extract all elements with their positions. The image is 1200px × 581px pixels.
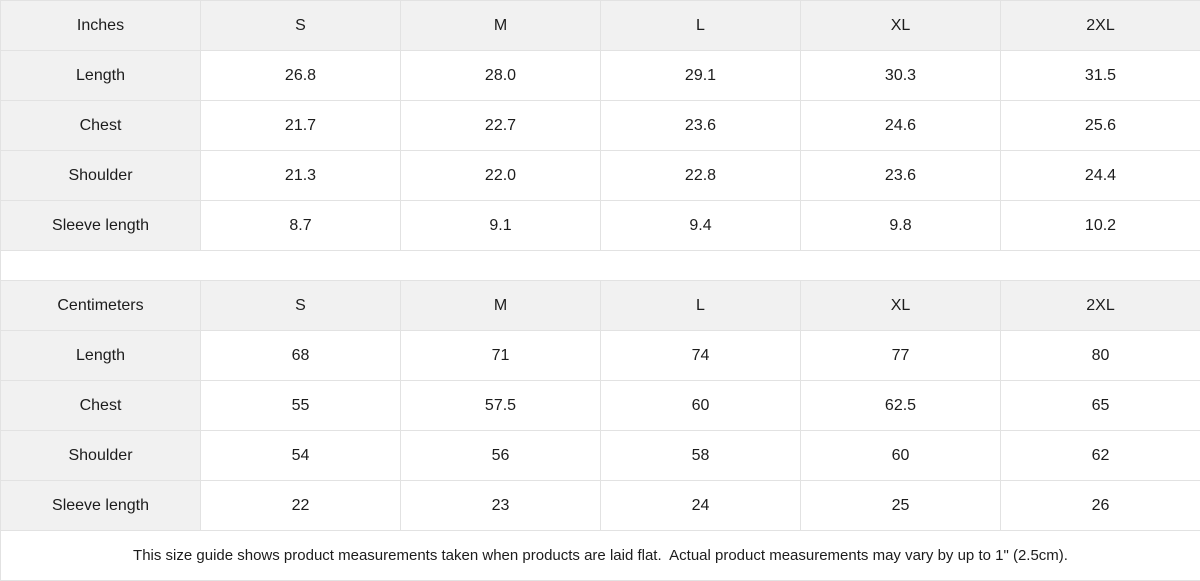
- inches-shoulder-m: 22.0: [401, 151, 601, 201]
- inches-shoulder-xl: 23.6: [801, 151, 1001, 201]
- inches-sleeve-length-2xl: 10.2: [1001, 201, 1200, 251]
- centimeters-shoulder-l: 58: [601, 431, 801, 481]
- inches-unit-label: Inches: [1, 1, 201, 51]
- inches-row-label-chest: Chest: [1, 101, 201, 151]
- table-row: Chest 55 57.5 60 62.5 65: [1, 381, 1200, 431]
- centimeters-size-header-xl: XL: [801, 281, 1001, 331]
- inches-row-label-shoulder: Shoulder: [1, 151, 201, 201]
- inches-shoulder-2xl: 24.4: [1001, 151, 1200, 201]
- inches-length-2xl: 31.5: [1001, 51, 1200, 101]
- centimeters-sleeve-length-2xl: 26: [1001, 481, 1200, 531]
- table-row: Sleeve length 22 23 24 25 26: [1, 481, 1200, 531]
- table-row: Shoulder 54 56 58 60 62: [1, 431, 1200, 481]
- centimeters-unit-label: Centimeters: [1, 281, 201, 331]
- centimeters-row-label-shoulder: Shoulder: [1, 431, 201, 481]
- size-guide-footnote: This size guide shows product measuremen…: [1, 531, 1200, 581]
- centimeters-length-l: 74: [601, 331, 801, 381]
- inches-sleeve-length-s: 8.7: [201, 201, 401, 251]
- inches-size-header-l: L: [601, 1, 801, 51]
- inches-length-s: 26.8: [201, 51, 401, 101]
- inches-chest-l: 23.6: [601, 101, 801, 151]
- centimeters-chest-2xl: 65: [1001, 381, 1200, 431]
- table-row: Shoulder 21.3 22.0 22.8 23.6 24.4: [1, 151, 1200, 201]
- inches-chest-s: 21.7: [201, 101, 401, 151]
- inches-chest-m: 22.7: [401, 101, 601, 151]
- centimeters-row-label-sleeve-length: Sleeve length: [1, 481, 201, 531]
- inches-length-m: 28.0: [401, 51, 601, 101]
- inches-length-l: 29.1: [601, 51, 801, 101]
- inches-size-header-s: S: [201, 1, 401, 51]
- inches-length-xl: 30.3: [801, 51, 1001, 101]
- centimeters-chest-xl: 62.5: [801, 381, 1001, 431]
- centimeters-sleeve-length-s: 22: [201, 481, 401, 531]
- table-row: Sleeve length 8.7 9.1 9.4 9.8 10.2: [1, 201, 1200, 251]
- inches-sleeve-length-m: 9.1: [401, 201, 601, 251]
- centimeters-length-m: 71: [401, 331, 601, 381]
- centimeters-sleeve-length-m: 23: [401, 481, 601, 531]
- centimeters-sleeve-length-l: 24: [601, 481, 801, 531]
- centimeters-chest-s: 55: [201, 381, 401, 431]
- inches-shoulder-s: 21.3: [201, 151, 401, 201]
- centimeters-size-header-m: M: [401, 281, 601, 331]
- inches-header-row: Inches S M L XL 2XL: [1, 1, 1200, 51]
- centimeters-row-label-chest: Chest: [1, 381, 201, 431]
- table-row: Length 68 71 74 77 80: [1, 331, 1200, 381]
- centimeters-header-row: Centimeters S M L XL 2XL: [1, 281, 1200, 331]
- table-row: Chest 21.7 22.7 23.6 24.6 25.6: [1, 101, 1200, 151]
- centimeters-shoulder-2xl: 62: [1001, 431, 1200, 481]
- inches-shoulder-l: 22.8: [601, 151, 801, 201]
- centimeters-length-2xl: 80: [1001, 331, 1200, 381]
- inches-row-label-length: Length: [1, 51, 201, 101]
- inches-size-header-2xl: 2XL: [1001, 1, 1200, 51]
- centimeters-chest-m: 57.5: [401, 381, 601, 431]
- inches-chest-2xl: 25.6: [1001, 101, 1200, 151]
- table-spacer-row: [1, 251, 1200, 281]
- centimeters-length-s: 68: [201, 331, 401, 381]
- centimeters-shoulder-m: 56: [401, 431, 601, 481]
- centimeters-length-xl: 77: [801, 331, 1001, 381]
- inches-sleeve-length-l: 9.4: [601, 201, 801, 251]
- centimeters-size-header-l: L: [601, 281, 801, 331]
- inches-row-label-sleeve-length: Sleeve length: [1, 201, 201, 251]
- inches-sleeve-length-xl: 9.8: [801, 201, 1001, 251]
- centimeters-shoulder-s: 54: [201, 431, 401, 481]
- centimeters-size-header-2xl: 2XL: [1001, 281, 1200, 331]
- centimeters-sleeve-length-xl: 25: [801, 481, 1001, 531]
- centimeters-size-header-s: S: [201, 281, 401, 331]
- table-spacer-cell: [1, 251, 1200, 281]
- inches-size-header-m: M: [401, 1, 601, 51]
- centimeters-row-label-length: Length: [1, 331, 201, 381]
- inches-chest-xl: 24.6: [801, 101, 1001, 151]
- inches-size-header-xl: XL: [801, 1, 1001, 51]
- centimeters-chest-l: 60: [601, 381, 801, 431]
- centimeters-shoulder-xl: 60: [801, 431, 1001, 481]
- size-guide-footnote-row: This size guide shows product measuremen…: [1, 531, 1200, 581]
- table-row: Length 26.8 28.0 29.1 30.3 31.5: [1, 51, 1200, 101]
